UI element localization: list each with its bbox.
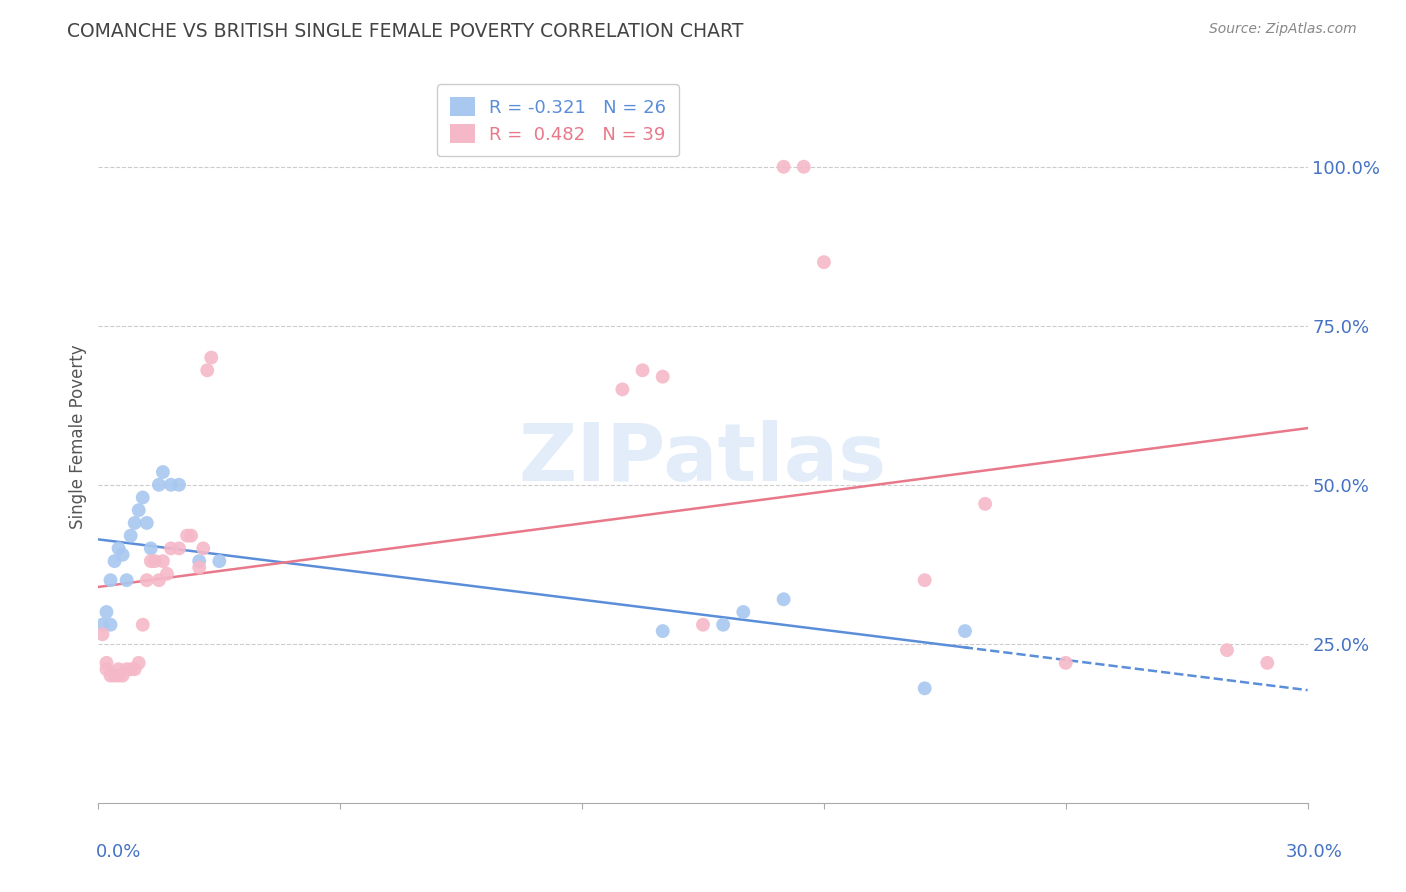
Point: [188, 554, 211, 568]
Point: [107, 541, 129, 556]
Point: [107, 662, 129, 676]
Point: [120, 529, 142, 543]
Text: COMANCHE VS BRITISH SINGLE FEMALE POVERTY CORRELATION CHART: COMANCHE VS BRITISH SINGLE FEMALE POVERT…: [67, 22, 744, 41]
Point: [188, 560, 211, 574]
Point: [111, 668, 134, 682]
Point: [96, 656, 118, 670]
Point: [914, 681, 936, 696]
Point: [1216, 643, 1239, 657]
Point: [651, 369, 673, 384]
Text: 30.0%: 30.0%: [1286, 843, 1343, 861]
Point: [772, 592, 794, 607]
Point: [156, 566, 179, 581]
Point: [195, 363, 218, 377]
Point: [124, 516, 146, 530]
Point: [612, 383, 634, 397]
Point: [148, 573, 170, 587]
Point: [914, 573, 936, 587]
Point: [100, 668, 122, 682]
Point: [152, 554, 174, 568]
Text: ZIPatlas: ZIPatlas: [519, 420, 887, 498]
Point: [100, 573, 122, 587]
Point: [711, 617, 734, 632]
Point: [96, 605, 118, 619]
Point: [111, 548, 134, 562]
Point: [167, 477, 190, 491]
Point: [167, 541, 190, 556]
Point: [128, 503, 150, 517]
Point: [692, 617, 714, 632]
Point: [128, 656, 150, 670]
Point: [200, 351, 222, 365]
Point: [124, 662, 146, 676]
Point: [135, 516, 157, 530]
Point: [91, 627, 114, 641]
Point: [152, 465, 174, 479]
Point: [115, 662, 138, 676]
Point: [100, 617, 122, 632]
Point: [733, 605, 755, 619]
Legend: R = -0.321   N = 26, R =  0.482   N = 39: R = -0.321 N = 26, R = 0.482 N = 39: [437, 84, 679, 156]
Y-axis label: Single Female Poverty: Single Female Poverty: [69, 345, 87, 529]
Point: [160, 477, 183, 491]
Point: [96, 662, 118, 676]
Point: [193, 541, 215, 556]
Point: [132, 491, 155, 505]
Point: [135, 573, 157, 587]
Point: [139, 541, 162, 556]
Point: [631, 363, 654, 377]
Point: [148, 477, 170, 491]
Point: [953, 624, 976, 638]
Point: [91, 617, 114, 632]
Point: [1054, 656, 1077, 670]
Point: [651, 624, 673, 638]
Point: [132, 617, 155, 632]
Point: [143, 554, 166, 568]
Point: [208, 554, 231, 568]
Point: [974, 497, 997, 511]
Point: [176, 529, 198, 543]
Point: [103, 668, 125, 682]
Text: 0.0%: 0.0%: [96, 843, 141, 861]
Point: [103, 554, 125, 568]
Point: [115, 573, 138, 587]
Point: [107, 668, 129, 682]
Point: [180, 529, 202, 543]
Point: [1256, 656, 1278, 670]
Point: [813, 255, 835, 269]
Point: [160, 541, 183, 556]
Point: [139, 554, 162, 568]
Point: [120, 662, 142, 676]
Text: Source: ZipAtlas.com: Source: ZipAtlas.com: [1209, 22, 1357, 37]
Point: [793, 160, 815, 174]
Point: [772, 160, 794, 174]
